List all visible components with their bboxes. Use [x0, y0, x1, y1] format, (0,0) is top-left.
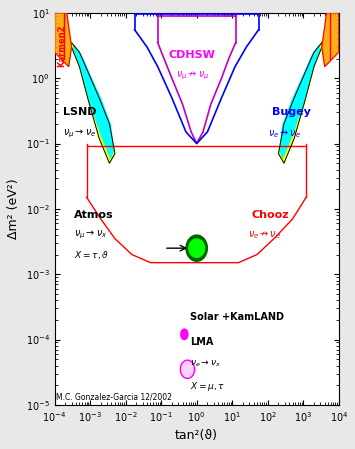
Polygon shape — [322, 13, 339, 66]
Text: LMA: LMA — [190, 338, 213, 348]
Text: Bugey: Bugey — [272, 107, 311, 117]
Polygon shape — [181, 329, 188, 339]
Text: Chooz: Chooz — [252, 210, 289, 220]
Text: $\nu_\mu \nrightarrow \nu_\mu$: $\nu_\mu \nrightarrow \nu_\mu$ — [176, 69, 210, 82]
Polygon shape — [186, 235, 207, 261]
Text: $\nu_\mu \to \nu_x$: $\nu_\mu \to \nu_x$ — [74, 229, 108, 241]
Text: LSND: LSND — [63, 107, 96, 117]
Text: $\nu_e \nrightarrow \nu_e$: $\nu_e \nrightarrow \nu_e$ — [268, 128, 301, 140]
Polygon shape — [74, 45, 113, 158]
Text: $\nu_e \to \nu_x$: $\nu_e \to \nu_x$ — [190, 359, 221, 370]
Polygon shape — [55, 13, 71, 66]
Y-axis label: Δm² (eV²): Δm² (eV²) — [7, 179, 20, 239]
Polygon shape — [278, 43, 322, 163]
Text: M.C. Gonzalez-Garcia 12/2002: M.C. Gonzalez-Garcia 12/2002 — [56, 393, 172, 402]
Text: Atmos: Atmos — [74, 210, 114, 220]
Text: CDHSW: CDHSW — [169, 49, 216, 60]
Text: $X=\tau,\vartheta$: $X=\tau,\vartheta$ — [74, 248, 109, 260]
Polygon shape — [180, 360, 195, 379]
X-axis label: tan²(ϑ): tan²(ϑ) — [175, 429, 218, 442]
Polygon shape — [71, 43, 115, 163]
Polygon shape — [280, 45, 320, 158]
Text: Solar +KamLAND: Solar +KamLAND — [190, 312, 284, 322]
Text: $\nu_\mu \to \nu_e$: $\nu_\mu \to \nu_e$ — [63, 128, 96, 140]
Text: Karmen2: Karmen2 — [57, 24, 66, 66]
Text: $X=\mu,\tau$: $X=\mu,\tau$ — [190, 380, 225, 393]
Text: $\nu_e \nrightarrow \nu_e$: $\nu_e \nrightarrow \nu_e$ — [248, 229, 281, 241]
Polygon shape — [189, 239, 204, 257]
